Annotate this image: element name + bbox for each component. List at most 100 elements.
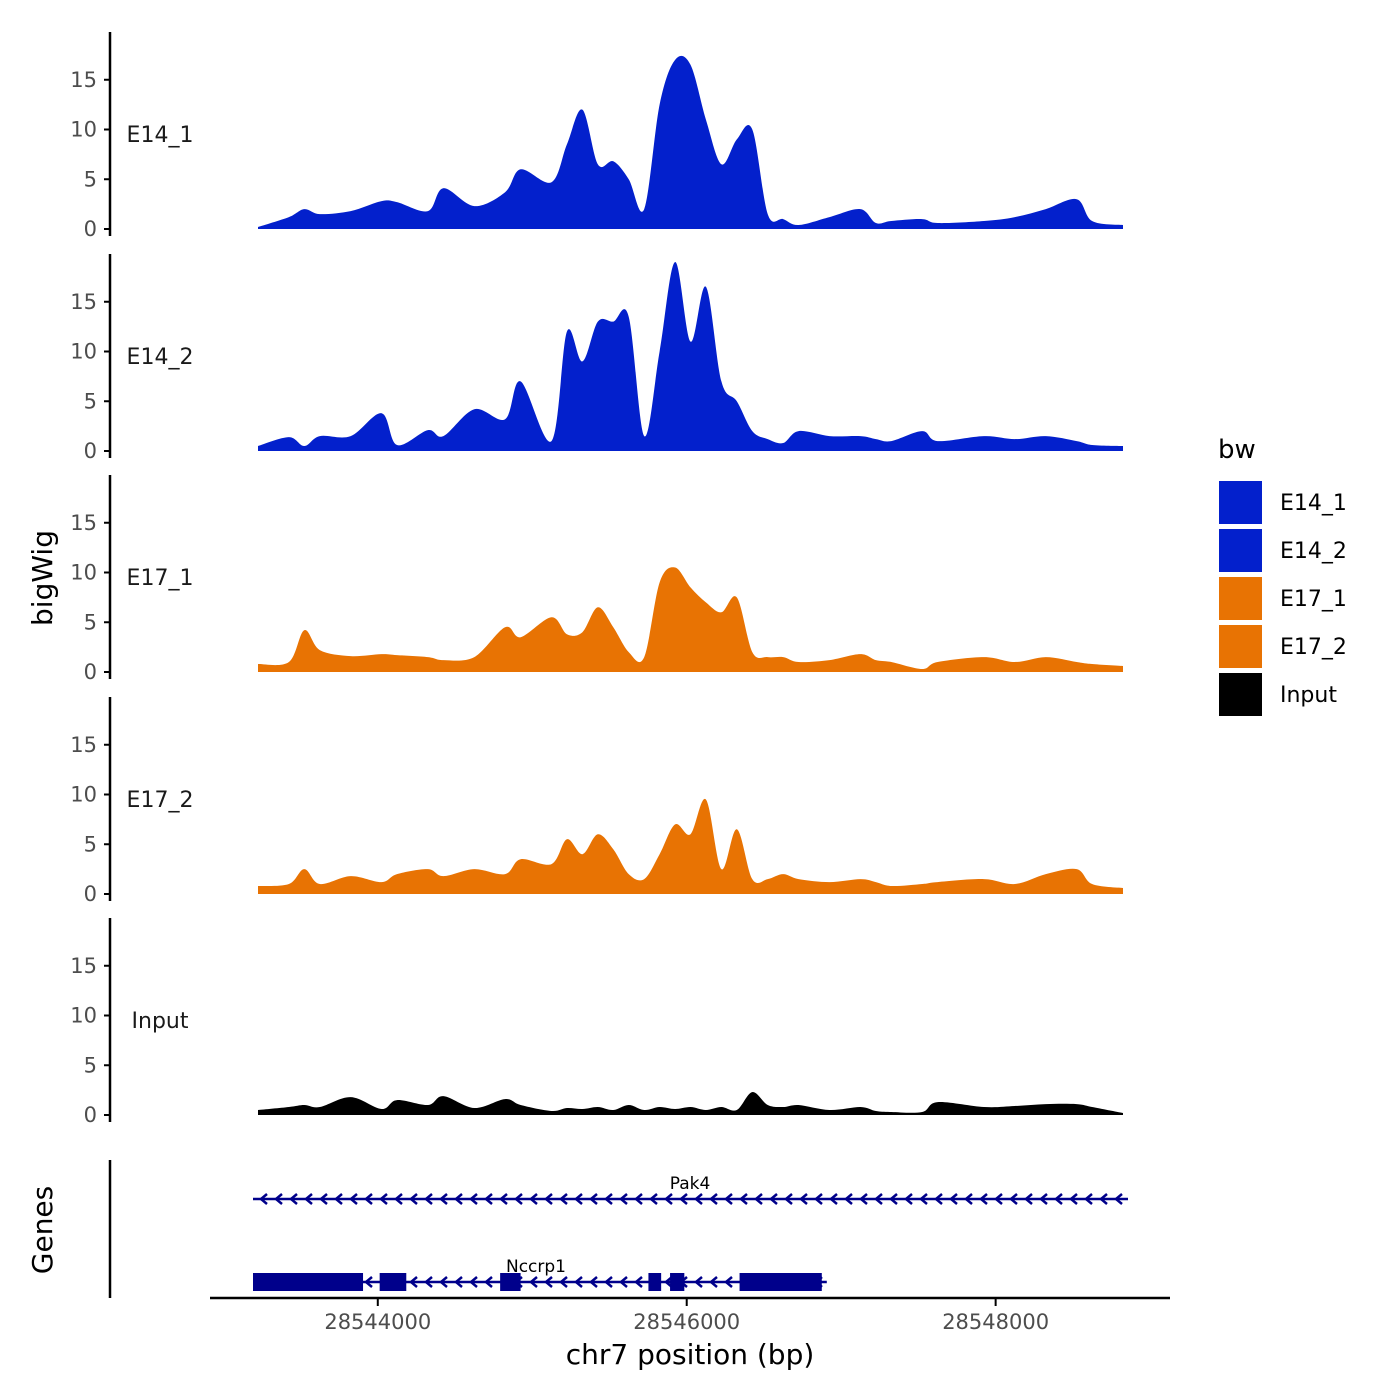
strand-arrow: [739, 1193, 748, 1205]
track-label: E17_2: [127, 788, 194, 813]
strand-arrow: [259, 1193, 268, 1205]
gene-pak4: Pak4: [253, 1174, 1128, 1205]
track-label: E14_2: [127, 345, 194, 370]
strand-arrow: [589, 1193, 598, 1205]
x-tick-label: 28546000: [633, 1310, 740, 1334]
strand-arrow: [949, 1193, 958, 1205]
y-tick-label: 0: [84, 439, 97, 463]
strand-arrow: [1099, 1193, 1108, 1205]
y-tick-label: 10: [70, 1004, 97, 1028]
strand-arrow: [979, 1193, 988, 1205]
legend-swatch: [1217, 623, 1264, 670]
strand-arrow: [754, 1193, 763, 1205]
strand-arrow: [709, 1276, 718, 1288]
strand-arrow: [424, 1276, 433, 1288]
strand-arrow: [1084, 1193, 1093, 1205]
legend-title: bw: [1218, 435, 1256, 465]
gene-label: Nccrp1: [506, 1257, 566, 1277]
strand-arrow: [469, 1193, 478, 1205]
strand-arrow: [379, 1193, 388, 1205]
x-tick-label: 28548000: [942, 1310, 1049, 1334]
legend-label: E17_2: [1280, 635, 1347, 660]
strand-arrow: [574, 1193, 583, 1205]
strand-arrow: [364, 1276, 373, 1288]
strand-arrow: [619, 1193, 628, 1205]
strand-arrow: [424, 1193, 433, 1205]
genes-axis-title: Genes: [26, 1186, 59, 1274]
strand-arrow: [409, 1276, 418, 1288]
coverage-area: [258, 798, 1123, 894]
strand-arrow: [694, 1276, 703, 1288]
y-tick-label: 10: [70, 340, 97, 364]
legend-label: E14_2: [1280, 539, 1347, 564]
y-tick-label: 15: [70, 511, 97, 535]
track-label: E14_1: [127, 123, 194, 148]
strand-arrow: [454, 1193, 463, 1205]
strand-arrow: [679, 1193, 688, 1205]
legend-label: Input: [1280, 683, 1337, 708]
strand-arrow: [1024, 1193, 1033, 1205]
exon-block: [379, 1273, 407, 1291]
strand-arrow: [859, 1193, 868, 1205]
strand-arrow: [1114, 1193, 1123, 1205]
track-e17-1: 0 5 10 15 E17_1: [70, 475, 1123, 684]
strand-arrow: [634, 1193, 643, 1205]
strand-arrow: [1039, 1193, 1048, 1205]
strand-arrow: [349, 1193, 358, 1205]
strand-arrow: [724, 1276, 733, 1288]
strand-arrow: [604, 1193, 613, 1205]
x-tick-label: 28544000: [324, 1310, 431, 1334]
coverage-area: [258, 567, 1123, 672]
y-tick-label: 15: [70, 954, 97, 978]
strand-arrow: [409, 1193, 418, 1205]
y-tick-label: 10: [70, 561, 97, 585]
strand-arrow: [694, 1193, 703, 1205]
coverage-area: [258, 1092, 1123, 1115]
genes-panel: Pak4 Nccrp1: [108, 1160, 1128, 1298]
track-label: Input: [132, 1009, 189, 1034]
legend: bw E14_1 E14_2 E17_1 E17_2 Input: [1217, 435, 1347, 718]
strand-arrow: [484, 1193, 493, 1205]
strand-arrow: [994, 1193, 1003, 1205]
strand-arrow: [634, 1276, 643, 1288]
y-tick-label: 10: [70, 118, 97, 142]
strand-arrow: [484, 1276, 493, 1288]
y-axis-title: bigWig: [26, 530, 59, 626]
track-input: 0 5 10 15 Input: [70, 918, 1123, 1127]
y-tick-label: 5: [84, 167, 97, 191]
x-axis-title: chr7 position (bp): [566, 1338, 815, 1371]
strand-arrow: [829, 1193, 838, 1205]
strand-arrow: [469, 1276, 478, 1288]
strand-arrow: [784, 1193, 793, 1205]
y-tick-label: 15: [70, 68, 97, 92]
strand-arrow: [814, 1193, 823, 1205]
strand-arrow: [964, 1193, 973, 1205]
strand-arrow: [874, 1193, 883, 1205]
legend-swatch: [1217, 671, 1264, 718]
strand-arrow: [649, 1193, 658, 1205]
legend-label: E14_1: [1280, 491, 1347, 516]
legend-swatch: [1217, 479, 1264, 526]
strand-arrow: [664, 1276, 673, 1288]
bigwig-tracks: 0 5 10 15 E14_1 0 5 10 15 E14_2 0 5 10 15 E17_1 0 5 10 15 E…: [70, 32, 1123, 1127]
strand-arrow: [844, 1193, 853, 1205]
strand-arrow: [799, 1193, 808, 1205]
strand-arrow: [724, 1193, 733, 1205]
y-tick-label: 5: [84, 610, 97, 634]
strand-arrow: [529, 1276, 538, 1288]
strand-arrow: [1069, 1193, 1078, 1205]
track-label: E17_1: [127, 566, 194, 591]
track-e14-2: 0 5 10 15 E14_2: [70, 254, 1123, 463]
track-e17-2: 0 5 10 15 E17_2: [70, 697, 1123, 906]
strand-arrow: [559, 1276, 568, 1288]
exon-block: [500, 1273, 521, 1291]
y-tick-label: 0: [84, 660, 97, 684]
y-tick-label: 5: [84, 389, 97, 413]
strand-arrow: [439, 1276, 448, 1288]
strand-arrow: [664, 1193, 673, 1205]
legend-label: E17_1: [1280, 587, 1347, 612]
legend-swatch: [1217, 527, 1264, 574]
y-tick-label: 10: [70, 783, 97, 807]
strand-arrow: [454, 1276, 463, 1288]
